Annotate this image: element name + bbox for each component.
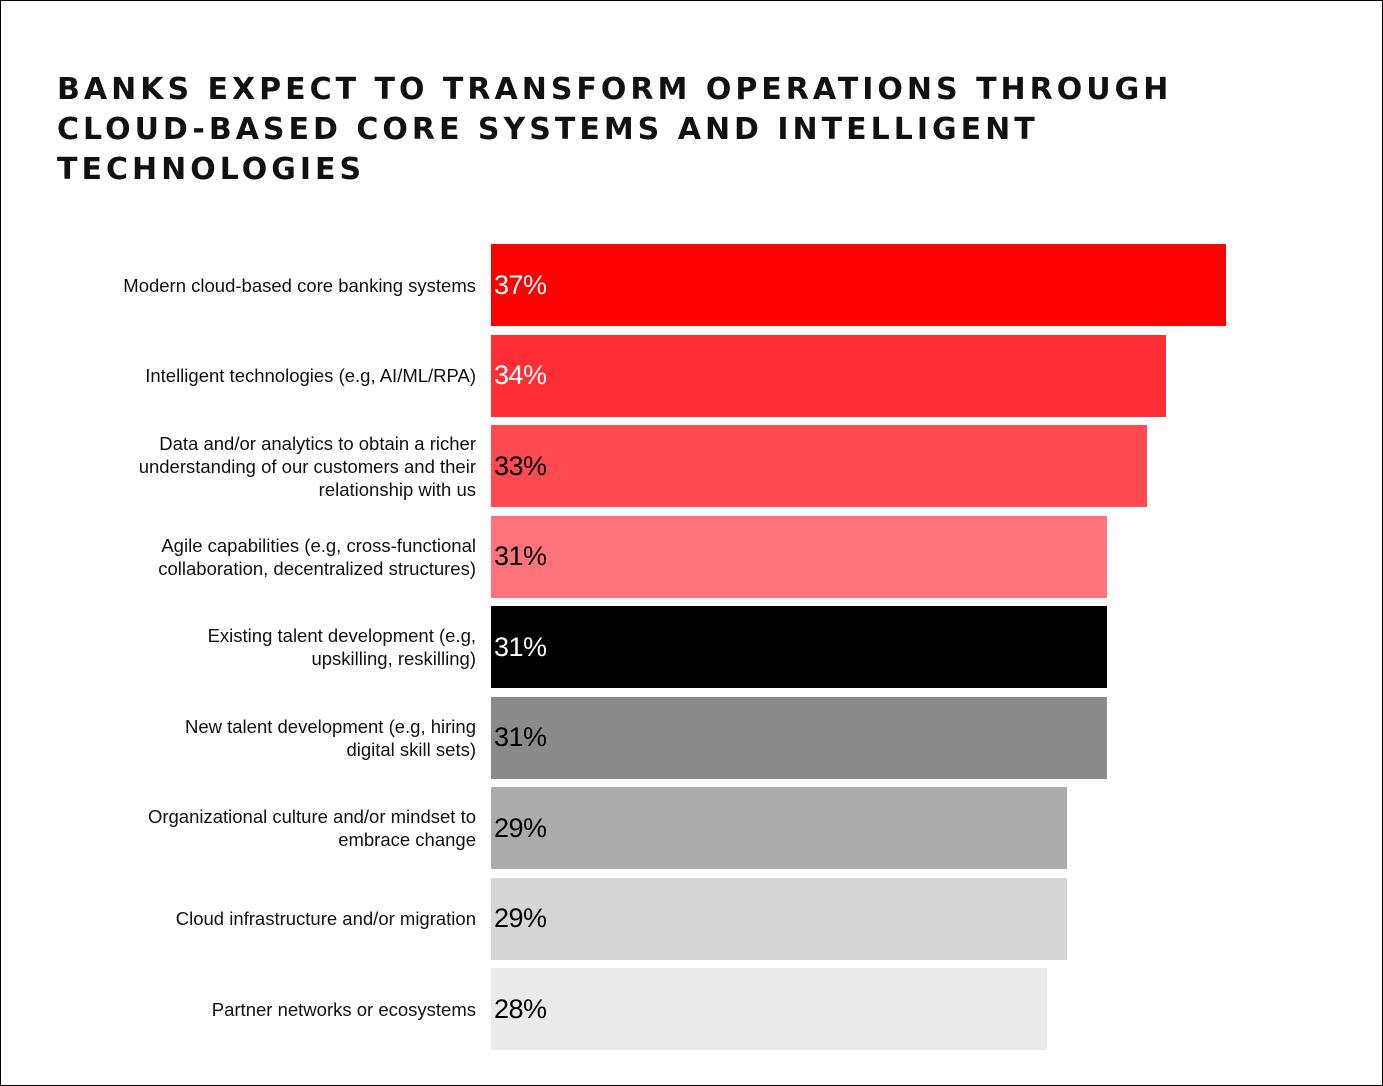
category-label: Agile capabilities (e.g, cross-functiona…: [158, 534, 476, 579]
chart-title: BANKS EXPECT TO TRANSFORM OPERATIONS THR…: [57, 72, 1173, 187]
bar: [491, 425, 1147, 507]
category-label: Partner networks or ecosystems: [211, 998, 476, 1020]
bar-value-label: 31%: [494, 631, 547, 662]
bar-value-label: 31%: [494, 541, 547, 571]
category-label: Data and/or analytics to obtain a richer…: [138, 432, 476, 500]
category-label: Cloud infrastructure and/or migration: [175, 908, 476, 929]
category-label: Organizational culture and/or mindset to…: [147, 806, 476, 850]
bar: [491, 606, 1107, 688]
bar-value-label: 33%: [494, 450, 547, 481]
category-label: Intelligent technologies (e.g, AI/ML/RPA…: [145, 365, 476, 386]
bar: [491, 877, 1067, 960]
bar-value-label: 31%: [494, 722, 547, 752]
bar: [491, 696, 1107, 779]
bar-value-label: 29%: [494, 903, 547, 933]
bar-value-label: 37%: [494, 269, 547, 300]
bar-value-label: 29%: [494, 812, 547, 843]
bar-value-label: 34%: [494, 360, 547, 390]
bar: [491, 787, 1067, 869]
bar: [491, 968, 1047, 1050]
category-label: Existing talent development (e.g, upskill…: [207, 625, 476, 669]
bar: [491, 244, 1226, 326]
bar-value-label: 28%: [494, 993, 547, 1024]
bar: [491, 334, 1166, 417]
category-label: New talent development (e.g, hiring digit…: [184, 715, 476, 760]
category-label: Modern cloud-based core banking systems: [123, 274, 476, 296]
bar: [491, 515, 1107, 598]
